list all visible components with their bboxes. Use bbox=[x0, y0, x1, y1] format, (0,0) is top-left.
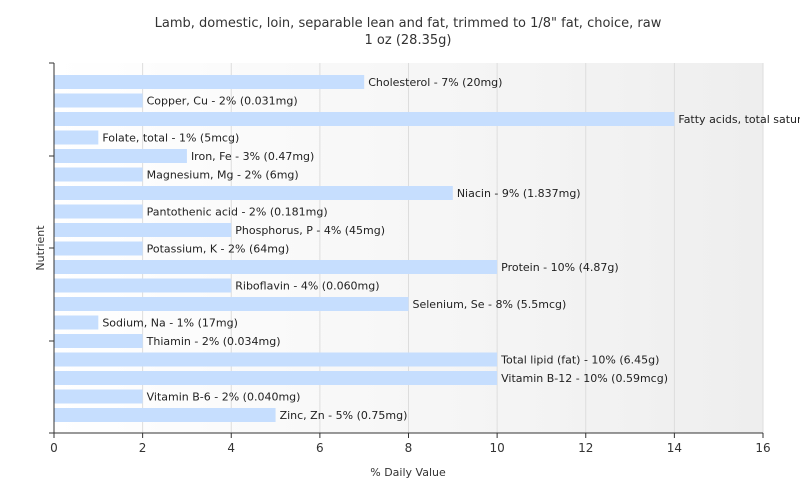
bar bbox=[54, 389, 143, 404]
bar-label: Vitamin B-6 - 2% (0.040mg) bbox=[147, 391, 301, 404]
bar-label: Vitamin B-12 - 10% (0.59mcg) bbox=[501, 372, 668, 385]
axes bbox=[49, 62, 764, 438]
bar bbox=[54, 408, 276, 422]
x-tick-label: 14 bbox=[667, 441, 682, 455]
bar-label: Fatty acids, total saturated - 14% (2.82… bbox=[678, 113, 800, 126]
bar-label: Pantothenic acid - 2% (0.181mg) bbox=[147, 206, 328, 219]
x-tick-label: 12 bbox=[578, 441, 593, 455]
chart-title: Lamb, domestic, loin, separable lean and… bbox=[155, 16, 662, 31]
x-tick-label: 0 bbox=[50, 441, 58, 455]
y-axis-title: Nutrient bbox=[34, 225, 47, 271]
x-axis-title: % Daily Value bbox=[370, 466, 446, 479]
bar-label: Iron, Fe - 3% (0.47mg) bbox=[191, 150, 314, 163]
bar-label: Folate, total - 1% (5mcg) bbox=[102, 132, 239, 145]
x-tick-label: 4 bbox=[227, 441, 235, 455]
bar-label: Niacin - 9% (1.837mg) bbox=[457, 187, 581, 200]
x-tick-labels: 0 2 4 6 8 10 12 14 16 bbox=[50, 441, 770, 455]
x-tick-label: 8 bbox=[405, 441, 413, 455]
bar bbox=[54, 167, 143, 182]
bar bbox=[54, 130, 99, 145]
bar bbox=[54, 223, 232, 237]
bar bbox=[54, 297, 409, 311]
bar-label: Potassium, K - 2% (64mg) bbox=[147, 243, 290, 256]
bar-label: Copper, Cu - 2% (0.031mg) bbox=[147, 95, 298, 108]
x-tick-label: 16 bbox=[755, 441, 770, 455]
bar bbox=[54, 334, 143, 348]
bar-labels: Cholesterol - 7% (20mg) Copper, Cu - 2% (… bbox=[102, 76, 800, 422]
bar bbox=[54, 278, 232, 293]
bar-label: Total lipid (fat) - 10% (6.45g) bbox=[500, 354, 659, 367]
bar bbox=[54, 75, 365, 89]
bar-label: Phosphorus, P - 4% (45mg) bbox=[235, 224, 385, 237]
bar-label: Selenium, Se - 8% (5.5mcg) bbox=[413, 298, 567, 311]
bars bbox=[54, 75, 675, 422]
bar bbox=[54, 315, 99, 330]
bar bbox=[54, 112, 675, 126]
x-tick-label: 2 bbox=[139, 441, 147, 455]
bar bbox=[54, 186, 453, 200]
bar-label: Riboflavin - 4% (0.060mg) bbox=[235, 280, 379, 293]
x-tick-label: 6 bbox=[316, 441, 324, 455]
bar-label: Magnesium, Mg - 2% (6mg) bbox=[147, 169, 299, 182]
bar-label: Protein - 10% (4.87g) bbox=[501, 261, 619, 274]
bar bbox=[54, 149, 187, 163]
bar bbox=[54, 204, 143, 219]
x-tick-label: 10 bbox=[489, 441, 504, 455]
bar-label: Thiamin - 2% (0.034mg) bbox=[146, 335, 281, 348]
bar-label: Cholesterol - 7% (20mg) bbox=[368, 76, 502, 89]
bar bbox=[54, 352, 498, 367]
bar bbox=[54, 241, 143, 256]
bar bbox=[54, 93, 143, 108]
bar bbox=[54, 371, 498, 385]
chart-subtitle: 1 oz (28.35g) bbox=[365, 33, 452, 48]
bar-label: Zinc, Zn - 5% (0.75mg) bbox=[280, 409, 408, 422]
bar-label: Sodium, Na - 1% (17mg) bbox=[102, 317, 238, 330]
bar bbox=[54, 260, 498, 274]
